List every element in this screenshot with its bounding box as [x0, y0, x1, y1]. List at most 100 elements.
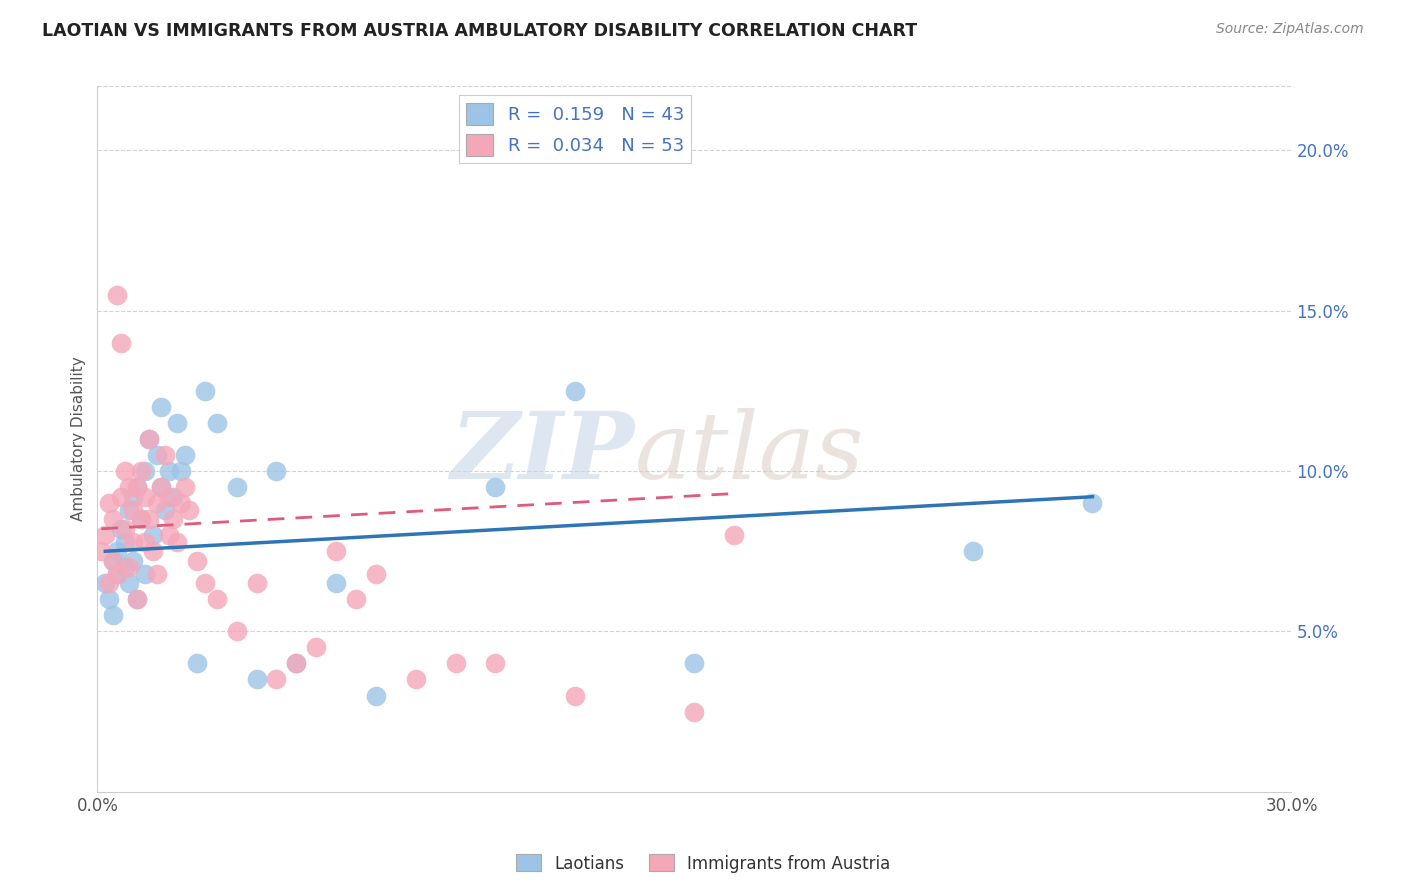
Point — [166, 416, 188, 430]
Point — [98, 496, 121, 510]
Point — [325, 576, 347, 591]
Point — [245, 576, 267, 591]
Point — [962, 544, 984, 558]
Point — [122, 534, 145, 549]
Point — [157, 528, 180, 542]
Point — [134, 566, 156, 581]
Point — [105, 544, 128, 558]
Point — [1081, 496, 1104, 510]
Point — [194, 384, 217, 398]
Point — [405, 673, 427, 687]
Point — [114, 522, 136, 536]
Point — [114, 560, 136, 574]
Point — [683, 657, 706, 671]
Legend: Laotians, Immigrants from Austria: Laotians, Immigrants from Austria — [509, 847, 897, 880]
Point — [103, 512, 125, 526]
Point — [564, 384, 586, 398]
Point — [285, 657, 308, 671]
Point — [94, 528, 117, 542]
Point — [90, 544, 112, 558]
Point — [285, 657, 308, 671]
Point — [305, 640, 328, 655]
Point — [98, 576, 121, 591]
Point — [94, 576, 117, 591]
Point — [174, 448, 197, 462]
Point — [127, 592, 149, 607]
Point — [153, 448, 176, 462]
Point — [138, 512, 160, 526]
Text: ZIP: ZIP — [450, 409, 634, 498]
Point — [146, 496, 169, 510]
Point — [103, 554, 125, 568]
Point — [110, 490, 132, 504]
Point — [364, 689, 387, 703]
Point — [105, 566, 128, 581]
Point — [162, 512, 184, 526]
Point — [127, 592, 149, 607]
Point — [98, 592, 121, 607]
Point — [153, 502, 176, 516]
Point — [484, 657, 506, 671]
Point — [186, 554, 208, 568]
Point — [484, 480, 506, 494]
Point — [138, 432, 160, 446]
Point — [325, 544, 347, 558]
Text: Source: ZipAtlas.com: Source: ZipAtlas.com — [1216, 22, 1364, 37]
Text: LAOTIAN VS IMMIGRANTS FROM AUSTRIA AMBULATORY DISABILITY CORRELATION CHART: LAOTIAN VS IMMIGRANTS FROM AUSTRIA AMBUL… — [42, 22, 917, 40]
Point — [134, 464, 156, 478]
Legend: R =  0.159   N = 43, R =  0.034   N = 53: R = 0.159 N = 43, R = 0.034 N = 53 — [458, 95, 692, 163]
Point — [114, 464, 136, 478]
Point — [134, 490, 156, 504]
Point — [129, 512, 152, 526]
Point — [122, 502, 145, 516]
Point — [186, 657, 208, 671]
Point — [170, 464, 193, 478]
Point — [114, 534, 136, 549]
Point — [266, 673, 288, 687]
Point — [118, 502, 141, 516]
Point — [146, 448, 169, 462]
Point — [157, 464, 180, 478]
Point — [150, 480, 173, 494]
Point — [110, 522, 132, 536]
Point — [122, 554, 145, 568]
Point — [194, 576, 217, 591]
Point — [225, 480, 247, 494]
Point — [266, 464, 288, 478]
Point — [723, 528, 745, 542]
Point — [105, 287, 128, 301]
Point — [170, 496, 193, 510]
Point — [103, 608, 125, 623]
Point — [166, 534, 188, 549]
Point — [142, 544, 165, 558]
Y-axis label: Ambulatory Disability: Ambulatory Disability — [72, 357, 86, 522]
Point — [118, 576, 141, 591]
Point — [225, 624, 247, 639]
Point — [129, 512, 152, 526]
Point — [245, 673, 267, 687]
Point — [205, 592, 228, 607]
Point — [146, 566, 169, 581]
Point — [110, 335, 132, 350]
Point — [134, 534, 156, 549]
Point — [344, 592, 367, 607]
Point — [177, 502, 200, 516]
Point — [127, 480, 149, 494]
Point — [150, 400, 173, 414]
Point — [564, 689, 586, 703]
Point — [205, 416, 228, 430]
Point — [122, 490, 145, 504]
Text: atlas: atlas — [634, 409, 865, 498]
Point — [103, 554, 125, 568]
Point — [174, 480, 197, 494]
Point — [118, 480, 141, 494]
Point — [162, 490, 184, 504]
Point — [150, 480, 173, 494]
Point — [157, 490, 180, 504]
Point — [444, 657, 467, 671]
Point — [142, 528, 165, 542]
Point — [127, 480, 149, 494]
Point — [138, 432, 160, 446]
Point — [364, 566, 387, 581]
Point — [118, 560, 141, 574]
